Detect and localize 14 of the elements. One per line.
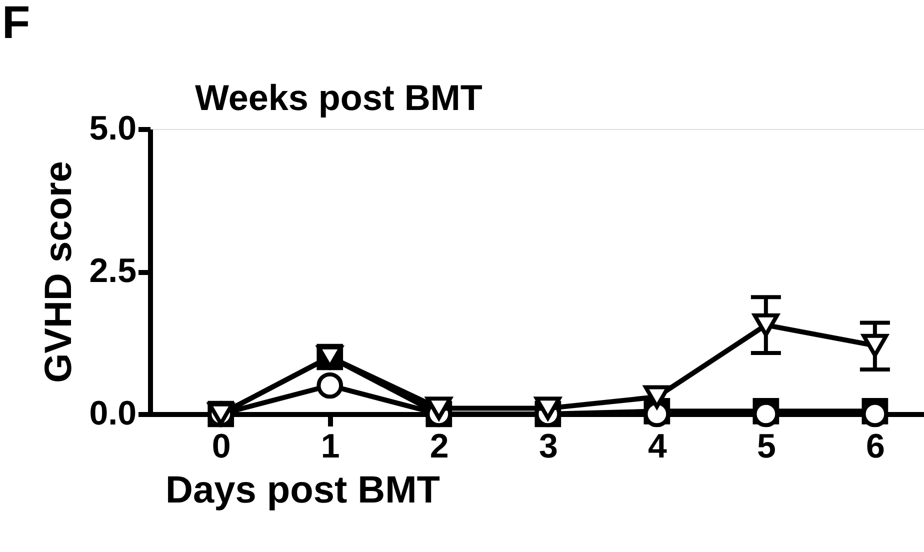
x-tick-label: 5: [756, 428, 776, 466]
y-axis-title: GVHD score: [38, 161, 80, 383]
x-axis-title: Days post BMT: [166, 470, 440, 512]
x-tick-label: 6: [866, 428, 885, 466]
y-tick-label: 0.0: [89, 394, 136, 432]
y-tick-label: 2.5: [89, 252, 136, 290]
y-tick-label: 5.0: [89, 110, 136, 148]
text: F: [2, 0, 30, 48]
x-tick-label: 3: [538, 428, 558, 466]
x-tick-label: 1: [320, 428, 340, 466]
x-tick-label: 0: [212, 428, 231, 466]
x-tick-label: 2: [430, 428, 449, 466]
chart-title: Weeks post BMT: [195, 77, 482, 118]
x-tick-label: 4: [648, 428, 667, 466]
